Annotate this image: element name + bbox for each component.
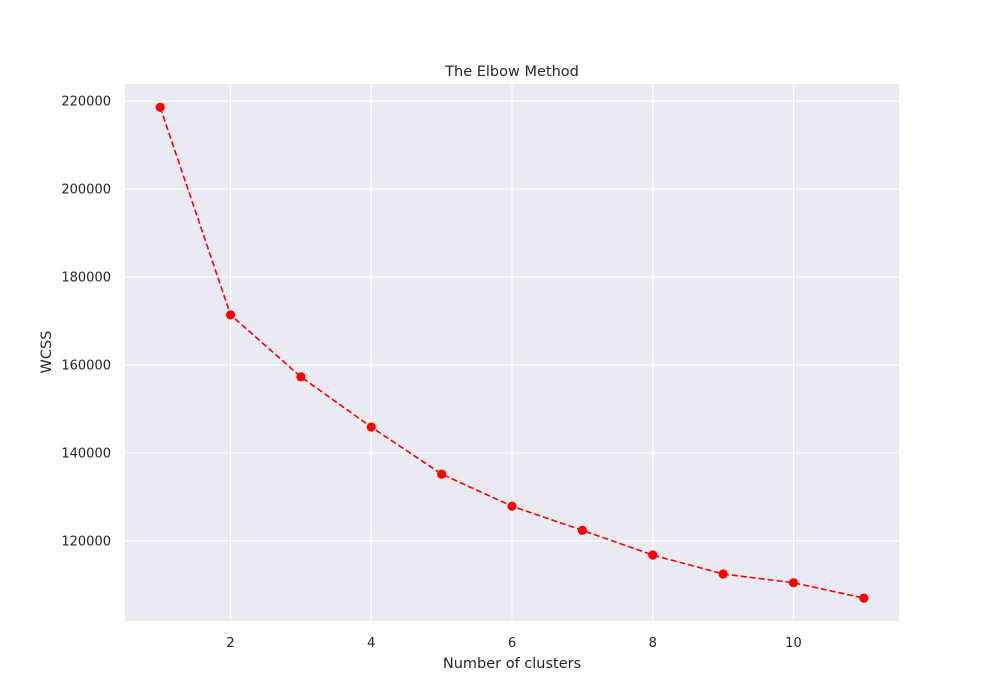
- y-axis-label: WCSS: [39, 331, 55, 374]
- data-point: [788, 578, 799, 588]
- y-tick-label: 140000: [61, 446, 111, 461]
- data-point: [718, 569, 728, 579]
- x-tick-label: 2: [226, 636, 234, 651]
- data-point: [296, 372, 306, 382]
- y-tick-label: 200000: [61, 183, 111, 198]
- data-point: [859, 593, 869, 603]
- data-point: [155, 102, 165, 112]
- x-tick-label: 8: [649, 636, 657, 651]
- data-point: [577, 525, 587, 536]
- data-point: [437, 469, 447, 479]
- grid-lines: [125, 84, 899, 621]
- x-tick-label: 4: [367, 636, 375, 651]
- y-tick-label: 120000: [61, 534, 111, 549]
- data-point: [225, 310, 236, 320]
- y-tick-label: 160000: [61, 359, 111, 374]
- series-layer: [155, 102, 869, 603]
- x-tick-label: 10: [785, 636, 802, 651]
- y-tick-label: 220000: [61, 95, 111, 110]
- plot-area: [125, 84, 899, 621]
- data-point: [507, 501, 517, 511]
- chart-title: The Elbow Method: [444, 64, 579, 80]
- x-axis-label: Number of clusters: [443, 656, 581, 672]
- y-tick-label: 180000: [61, 271, 111, 286]
- y-axis-ticks: 120000 140000 160000 180000 200000 220000: [61, 95, 111, 550]
- x-axis-ticks: 2 4 6 8 10: [226, 636, 801, 651]
- data-point: [648, 550, 658, 560]
- x-tick-label: 6: [508, 636, 516, 651]
- data-point: [366, 422, 376, 432]
